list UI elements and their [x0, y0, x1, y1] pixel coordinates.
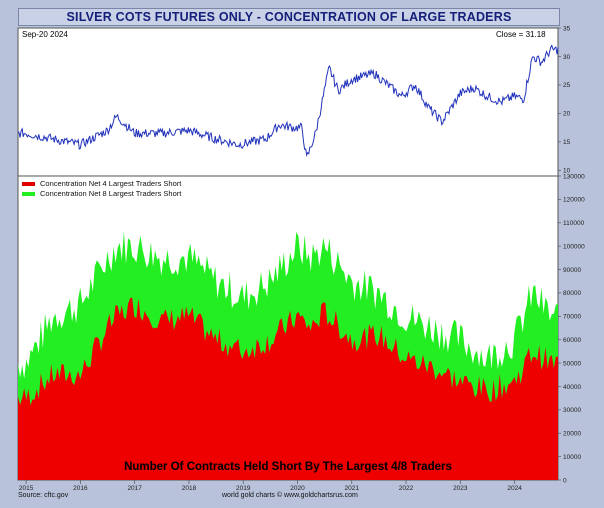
price-line [17, 44, 559, 157]
upper-panel [17, 27, 559, 177]
x-tick-label: 2020 [290, 485, 305, 492]
price-ytick-label: 15 [563, 139, 571, 146]
x-tick-label: 2018 [182, 485, 197, 492]
contracts-ytick-label: 50000 [563, 360, 581, 367]
contracts-ytick-label: 130000 [563, 173, 585, 180]
legend-swatch-net4 [22, 182, 35, 187]
contracts-ytick-label: 110000 [563, 220, 585, 227]
area-net4 [18, 297, 558, 480]
contracts-ytick-label: 0 [563, 477, 567, 484]
x-tick-label: 2024 [507, 485, 522, 492]
price-ytick-label: 25 [563, 82, 571, 89]
contracts-ytick-label: 20000 [563, 431, 581, 438]
contracts-ytick-label: 90000 [563, 267, 581, 274]
price-ytick-label: 30 [563, 54, 571, 61]
source-label: Source: cftc.gov [18, 492, 69, 499]
legend-label-net4: Concentration Net 4 Largest Traders Shor… [40, 179, 182, 188]
chart-title: SILVER COTS FUTURES ONLY - CONCENTRATION… [18, 8, 560, 26]
price-ytick-label: 20 [563, 111, 571, 118]
contracts-ytick-label: 10000 [563, 454, 581, 461]
contracts-ytick-label: 40000 [563, 384, 581, 391]
contracts-ytick-label: 60000 [563, 337, 581, 344]
x-tick-label: 2021 [345, 485, 360, 492]
contracts-ytick-label: 80000 [563, 290, 581, 297]
x-tick-label: 2015 [19, 485, 34, 492]
credit-label: world gold charts © www.goldchartsrus.co… [222, 492, 358, 499]
x-tick-label: 2017 [127, 485, 142, 492]
x-tick-label: 2022 [399, 485, 414, 492]
x-tick-label: 2016 [73, 485, 88, 492]
contracts-ytick-label: 30000 [563, 407, 581, 414]
legend-item-net8: Concentration Net 8 Largest Traders Shor… [22, 189, 181, 198]
legend-swatch-net8 [22, 192, 35, 197]
legend-item-net4: Concentration Net 4 Largest Traders Shor… [22, 179, 181, 188]
contracts-ytick-label: 100000 [563, 243, 585, 250]
x-tick-label: 2023 [453, 485, 468, 492]
price-ytick-label: 35 [563, 25, 571, 32]
legend-label-net8: Concentration Net 8 Largest Traders Shor… [40, 189, 182, 198]
contracts-ytick-label: 120000 [563, 197, 585, 204]
contracts-ytick-label: 70000 [563, 314, 581, 321]
date-label: Sep-20 2024 [22, 30, 68, 39]
chart-subtitle: Number Of Contracts Held Short By The La… [124, 461, 452, 473]
price-ytick-label: 10 [563, 168, 571, 175]
x-tick-label: 2019 [236, 485, 251, 492]
close-label: Close = 31.18 [496, 30, 546, 39]
